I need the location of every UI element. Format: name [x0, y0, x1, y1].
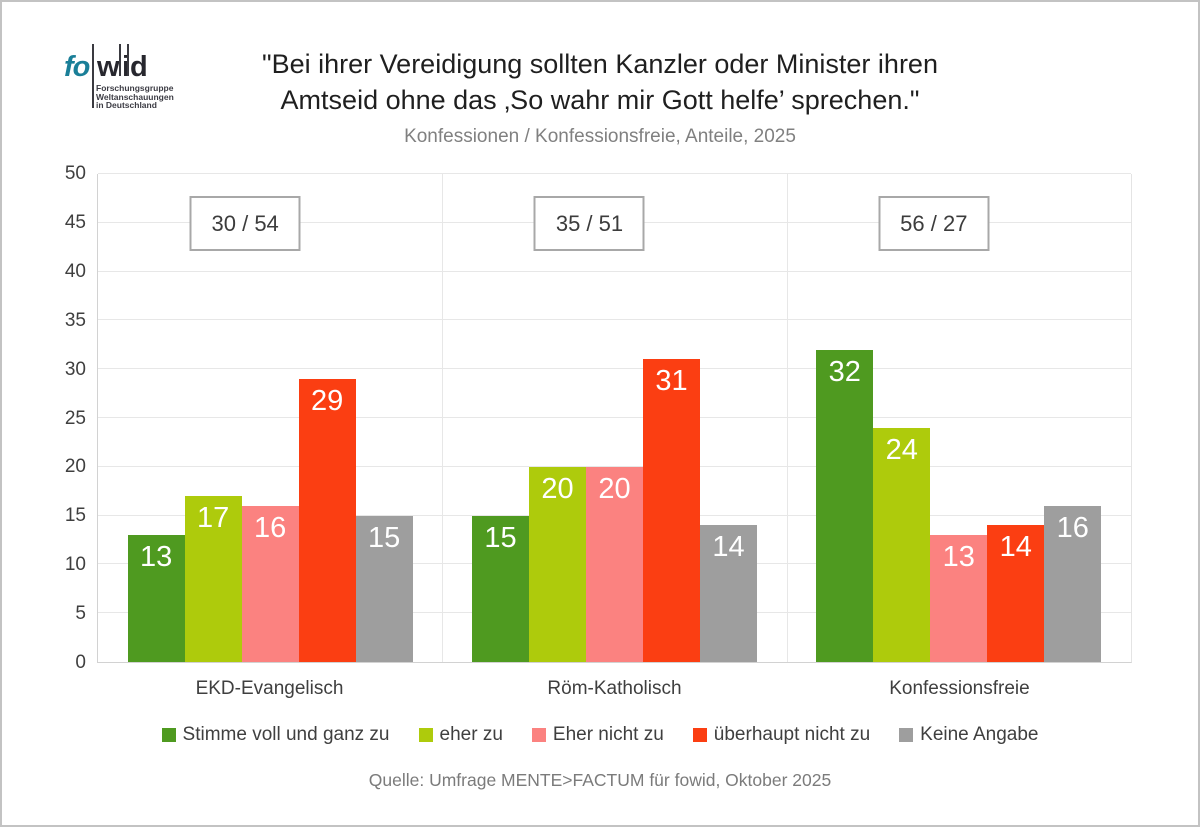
legend-item: Keine Angabe	[899, 724, 1038, 746]
annotation-box: 35 / 51	[533, 196, 645, 251]
bar: 14	[699, 525, 757, 662]
logo-divider-line	[127, 44, 129, 76]
bar: 17	[184, 496, 242, 662]
legend-color-swatch	[899, 728, 914, 742]
bar: 24	[873, 427, 931, 662]
gridline	[98, 173, 1131, 174]
bar-group: 32 24 13 14 16	[787, 174, 1131, 662]
y-tick-label: 50	[64, 163, 86, 184]
fowid-logo: fo w i d Forschungsgruppe Weltanschauung…	[64, 44, 194, 114]
bar: 16	[241, 505, 299, 662]
category-panel: 56 / 27 32 24 13 14 16	[787, 174, 1131, 662]
legend-color-swatch	[531, 728, 546, 742]
bar-value-label: 14	[712, 531, 745, 564]
y-tick-label: 40	[64, 260, 86, 282]
bar-group: 15 20 20 31 14	[442, 174, 786, 662]
bar: 20	[585, 466, 643, 662]
y-tick-label: 30	[64, 358, 86, 380]
bar: 16	[1044, 505, 1102, 662]
chart-subtitle: Konfessionen / Konfessionsfreie, Anteile…	[404, 126, 796, 147]
y-tick-label: 0	[75, 652, 86, 673]
legend-color-swatch	[418, 728, 433, 742]
panel-separator-line	[442, 174, 444, 662]
category-label: Röm-Katholisch	[547, 678, 682, 699]
legend-item: Eher nicht zu	[531, 724, 664, 746]
source-note: Quelle: Umfrage MENTE>FACTUM für fowid, …	[368, 770, 832, 790]
chart-title-line1: "Bei ihrer Vereidigung sollten Kanzler o…	[262, 49, 938, 79]
gridline	[98, 465, 1131, 467]
annotation-box: 56 / 27	[878, 196, 990, 251]
chart-title-line2: Amtseid ohne das ‚So wahr mir Gott helfe…	[280, 85, 920, 115]
gridline	[98, 417, 1131, 418]
bar-value-label: 13	[942, 541, 975, 574]
category-panel: 35 / 51 15 20 20 31 14	[442, 174, 786, 662]
gridline	[98, 368, 1131, 370]
bar-value-label: 15	[368, 521, 401, 554]
bar-value-label: 29	[311, 384, 344, 417]
y-axis: 0 5 10 15 20 25 30 35 40 45 50	[2, 163, 86, 673]
bar-value-label: 15	[484, 521, 517, 554]
logo-text-d: d	[130, 51, 148, 83]
category-label: Konfessionsfreie	[889, 678, 1030, 699]
legend-color-swatch	[161, 728, 176, 742]
legend-label: Keine Angabe	[920, 724, 1039, 745]
y-tick-label: 35	[64, 309, 86, 331]
category-panel: 30 / 54 13 17 16 29 15	[98, 174, 442, 662]
bar-value-label: 13	[140, 541, 173, 574]
chart-title: "Bei ihrer Vereidigung sollten Kanzler o…	[2, 46, 1198, 118]
logo-divider-line	[119, 44, 121, 76]
bar-value-label: 17	[197, 502, 230, 535]
legend-label: Eher nicht zu	[552, 724, 664, 745]
gridline	[98, 319, 1131, 321]
category-panels: 30 / 54 13 17 16 29 15 35 / 51 15 20 20 31 14 56 / 2…	[98, 174, 1131, 662]
y-tick-label: 45	[64, 211, 86, 233]
plot-area: 30 / 54 13 17 16 29 15 35 / 51 15 20 20 31 14 56 / 2…	[97, 173, 1132, 663]
logo-subtitle-line: in Deutschland	[96, 100, 157, 110]
annotation-box: 30 / 54	[189, 196, 301, 251]
bar: 13	[127, 535, 185, 662]
bar-value-label: 31	[655, 365, 688, 398]
y-tick-label: 15	[64, 505, 86, 527]
legend-color-swatch	[692, 728, 707, 742]
y-tick-label: 5	[75, 603, 86, 625]
logo-subtitle: Forschungsgruppe Weltanschauungen in Deu…	[96, 84, 174, 110]
y-tick-label: 25	[64, 407, 86, 429]
bar-group: 13 17 16 29 15	[98, 174, 442, 662]
legend-label: Stimme voll und ganz zu	[182, 724, 390, 745]
legend: Stimme voll und ganz zu eher zu Eher nicht…	[2, 724, 1198, 746]
logo-text-w: w	[97, 51, 120, 83]
bar-value-label: 16	[254, 511, 287, 544]
y-tick-label: 20	[64, 456, 86, 478]
logo-divider-line	[92, 44, 94, 108]
bar-value-label: 20	[541, 472, 574, 505]
bar: 29	[298, 378, 356, 662]
bar: 15	[355, 515, 413, 662]
bar-value-label: 16	[1056, 511, 1089, 544]
bar: 15	[471, 515, 529, 662]
logo-text-i: i	[122, 51, 130, 84]
gridline	[98, 270, 1131, 272]
bar-value-label: 14	[999, 531, 1032, 564]
category-label: EKD-Evangelisch	[195, 678, 344, 699]
logo-subtitle-line: Forschungsgruppe	[96, 83, 174, 93]
bar: 14	[987, 525, 1045, 662]
logo-subtitle-line: Weltanschauungen	[96, 91, 174, 102]
legend-item: überhaupt nicht zu	[692, 724, 871, 746]
x-axis-category-labels: EKD-Evangelisch Röm-Katholisch Konfessions…	[97, 678, 1132, 700]
bar-value-label: 32	[828, 355, 861, 388]
legend-item: Stimme voll und ganz zu	[161, 724, 390, 746]
legend-item: eher zu	[418, 724, 503, 746]
legend-label: eher zu	[439, 724, 503, 745]
bar: 20	[528, 466, 586, 662]
bar-value-label: 20	[598, 472, 631, 505]
legend-label: überhaupt nicht zu	[713, 724, 871, 745]
bar: 13	[930, 535, 988, 662]
bar: 32	[816, 349, 874, 662]
panel-separator-line	[786, 174, 788, 662]
y-tick-label: 10	[64, 554, 86, 576]
bar-value-label: 24	[885, 433, 918, 466]
logo-text-fo: fo	[64, 51, 90, 83]
bar: 31	[642, 359, 700, 662]
